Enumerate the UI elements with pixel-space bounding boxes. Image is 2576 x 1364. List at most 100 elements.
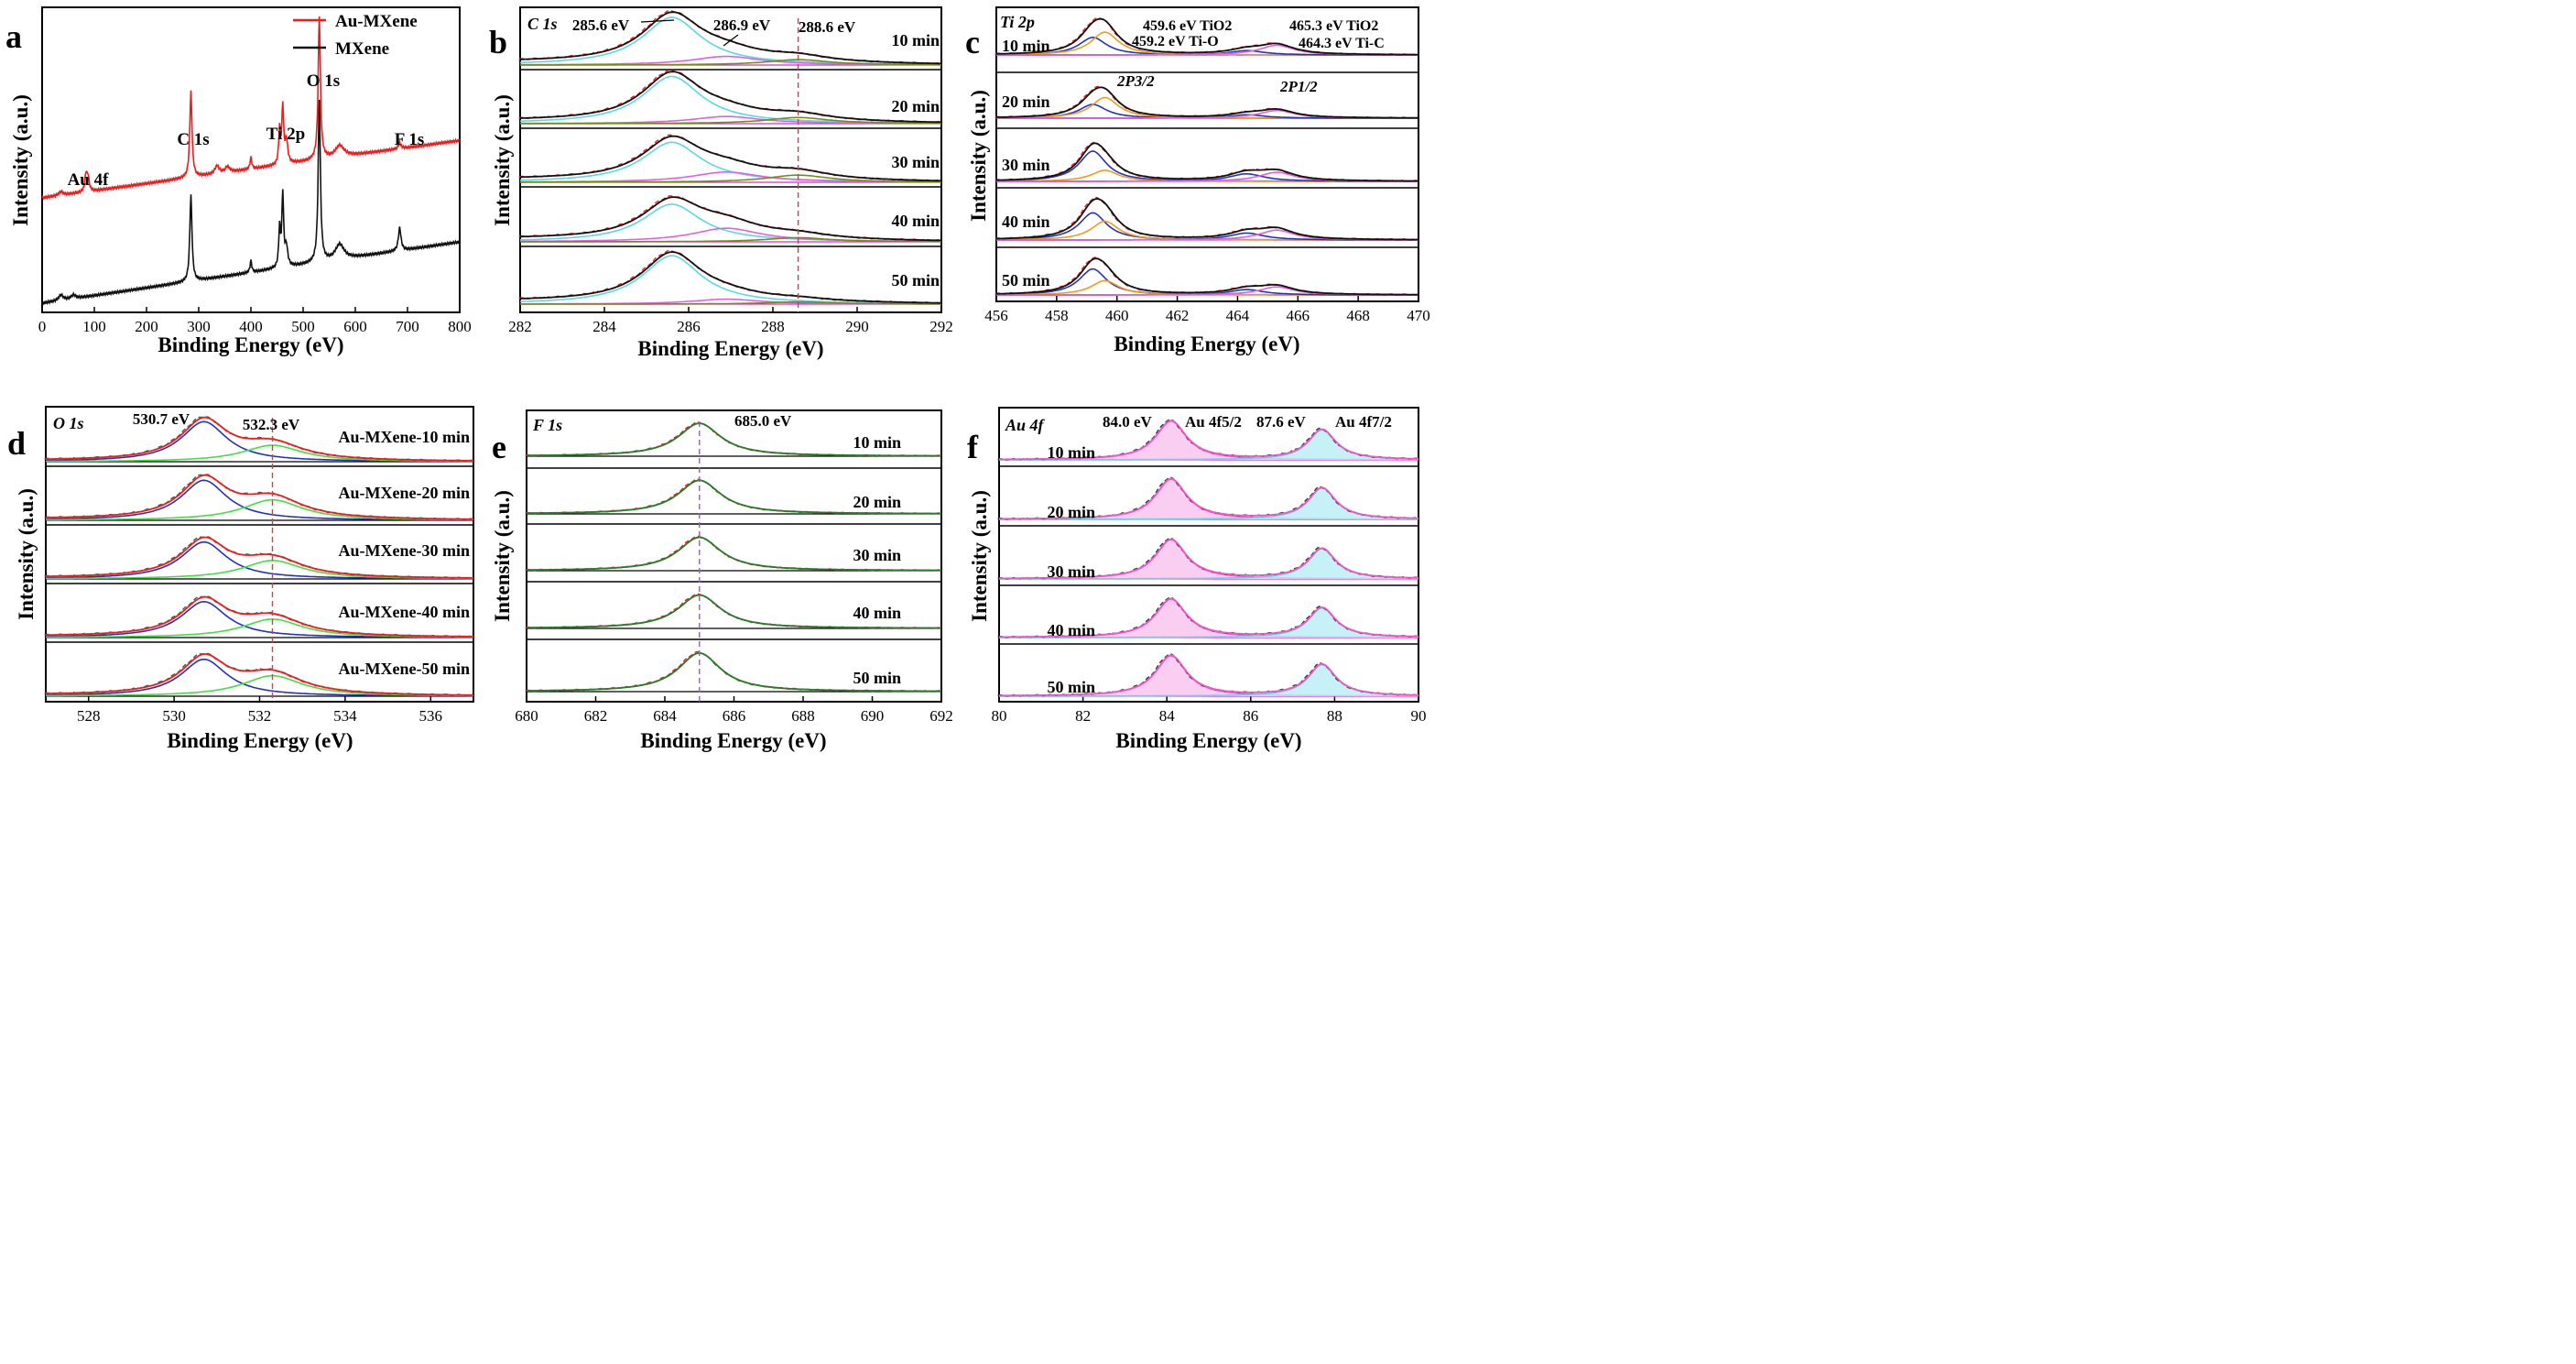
b-fit-envelope [520, 71, 942, 124]
panel-e: e F 1s Binding Energy (eV) Intensity (a.… [491, 409, 953, 752]
panel-f-xlabel: Binding Energy (eV) [1115, 729, 1301, 752]
d-ticks-tick-label: 530 [162, 707, 186, 725]
panel-a-ylabel: Intensity (a.u.) [9, 94, 32, 226]
panel-f-frame [998, 407, 1419, 703]
b-row-label: 20 min [891, 97, 940, 115]
peak-label-o1s: O 1s [307, 71, 340, 91]
panel-c-ann-2p12: 2P1/2 [1279, 78, 1318, 95]
c-fit-envelope [996, 257, 1418, 296]
f-component-fill [999, 549, 1418, 579]
a-ticks-tick-label: 100 [82, 318, 106, 335]
d-row-label: Au-MXene-40 min [339, 603, 470, 621]
panel-a-xticks: 0 100 200 300 400 500 600 700 800 [38, 307, 472, 335]
b-component-o-c-o [520, 59, 941, 66]
c-fit-envelope [995, 86, 1418, 119]
c-row-label: 50 min [1002, 271, 1050, 289]
a-ticks-tick-label: 500 [291, 318, 315, 335]
e-ticks-tick-label: 692 [929, 707, 953, 725]
panel-f-xticks: 80 82 84 86 88 90 [992, 696, 1427, 725]
e-row-label: 20 min [853, 493, 901, 511]
c-row-label: 10 min [1002, 37, 1050, 55]
panel-e-label: e [492, 429, 506, 465]
panel-d-rows: Au-MXene-10 min Au-MXene-20 min Au-MXene-3… [44, 416, 474, 702]
panel-d-title: O 1s [53, 414, 84, 432]
peak-label-f1s: F 1s [395, 130, 425, 149]
f-component-fill [999, 487, 1418, 519]
panel-c: c Ti 2p Binding Energy (eV) Intensity (a… [965, 6, 1430, 355]
f-component-fill [999, 430, 1418, 460]
d-fit-envelope [46, 653, 474, 696]
panel-c-xticks: 456 458 460 462 464 466 468 470 [984, 296, 1430, 324]
b-ticks-tick-label: 292 [929, 318, 953, 335]
f-fit-envelope [999, 597, 1418, 638]
peak-label-ti2p: Ti 2p [266, 125, 305, 144]
b-component-o-c-o [520, 174, 941, 183]
b-row-label: 30 min [891, 153, 940, 171]
d-row-label: Au-MXene-30 min [339, 541, 470, 560]
figure-background [0, 0, 1436, 760]
a-ticks-tick-label: 600 [343, 318, 367, 335]
panel-a: a Binding Energy (eV) Intensity (a.u.) 0… [5, 6, 472, 356]
f-row-label: 40 min [1047, 621, 1095, 639]
b-component-o-c-o [520, 236, 941, 243]
a-ticks-tick-label: 0 [38, 318, 47, 335]
f-ticks-tick-label: 88 [1327, 707, 1342, 725]
panel-f-rows: 10 min 20 min 30 min 40 min 50 min [997, 419, 1419, 697]
b-component-o-c-o [520, 300, 941, 305]
e-row-label: 50 min [853, 669, 901, 687]
d-fit-envelope [46, 595, 473, 638]
f-ticks-tick-label: 80 [992, 707, 1007, 725]
panel-b-frame [519, 6, 942, 313]
b-fit-envelope [519, 251, 941, 304]
panel-a-xlabel: Binding Energy (eV) [158, 333, 343, 356]
panel-c-title: Ti 2p [1000, 13, 1035, 31]
panel-d: d O 1s Binding Energy (eV) Intensity (a.… [7, 406, 474, 752]
c-row-label: 40 min [1002, 213, 1050, 231]
panel-c-rows: 10 min 20 min 30 min 40 min 50 min [995, 16, 1419, 296]
b-component-c-c [519, 255, 941, 304]
e-ticks-tick-label: 686 [723, 707, 746, 725]
c-row-label: 30 min [1002, 156, 1050, 174]
panel-e-ann-685: 685.0 eV [734, 412, 792, 430]
c-fit-envelope [995, 198, 1418, 241]
f-ticks-tick-label: 84 [1159, 707, 1176, 725]
e-ticks-tick-label: 684 [653, 707, 677, 725]
panel-b-xticks: 282 284 286 288 290 292 [508, 307, 953, 335]
panel-c-ann-tic: 464.3 eV Ti-C [1299, 36, 1385, 51]
f-ticks-tick-label: 86 [1243, 707, 1258, 725]
panel-b-ann-arrow-1 [640, 19, 675, 23]
panel-c-ann-tio: 459.2 eV Ti-O [1132, 34, 1219, 49]
e-row-label: 40 min [853, 604, 901, 622]
panel-c-ann-tio2-a: 459.6 eV TiO2 [1143, 18, 1232, 34]
c-ticks-tick-label: 460 [1105, 307, 1129, 324]
panel-f-ann-4f72: Au 4f7/2 [1335, 413, 1392, 431]
panel-d-ann-532: 532.3 eV [243, 416, 300, 433]
panel-f-ann-876: 87.6 eV [1256, 413, 1307, 431]
panel-d-ann-530: 530.7 eV [133, 410, 190, 428]
panel-e-ylabel: Intensity (a.u.) [491, 490, 514, 622]
d-ticks-tick-label: 534 [333, 707, 357, 725]
panel-a-label: a [5, 18, 22, 55]
panel-e-title: F 1s [532, 416, 562, 434]
b-row-label: 50 min [891, 271, 940, 289]
e-fit-envelope [527, 422, 941, 457]
peak-label-c1s: C 1s [177, 130, 209, 149]
a-ticks-tick-label: 300 [187, 318, 211, 335]
f-ticks-tick-label: 82 [1075, 707, 1091, 725]
b-ticks-tick-label: 284 [592, 318, 616, 335]
panel-b: b C 1s Binding Energy (eV) Intensity (a.… [489, 6, 953, 360]
b-fit-envelope [520, 11, 942, 65]
f-row-label: 50 min [1047, 678, 1095, 696]
c-fit-envelope [995, 17, 1418, 56]
c-ticks-tick-label: 458 [1045, 307, 1069, 324]
f-row-label: 10 min [1047, 443, 1095, 462]
d-row-label: Au-MXene-50 min [339, 660, 470, 678]
panel-c-label: c [965, 24, 980, 60]
panel-f-ann-4f52: Au 4f5/2 [1185, 413, 1242, 431]
xps-figure: a Binding Energy (eV) Intensity (a.u.) 0… [0, 0, 1436, 760]
panel-b-title: C 1s [527, 15, 558, 33]
e-ticks-tick-label: 688 [791, 707, 815, 725]
panel-d-ylabel: Intensity (a.u.) [15, 488, 38, 620]
panel-f-ylabel: Intensity (a.u.) [968, 490, 991, 622]
f-fit-envelope [999, 477, 1418, 520]
